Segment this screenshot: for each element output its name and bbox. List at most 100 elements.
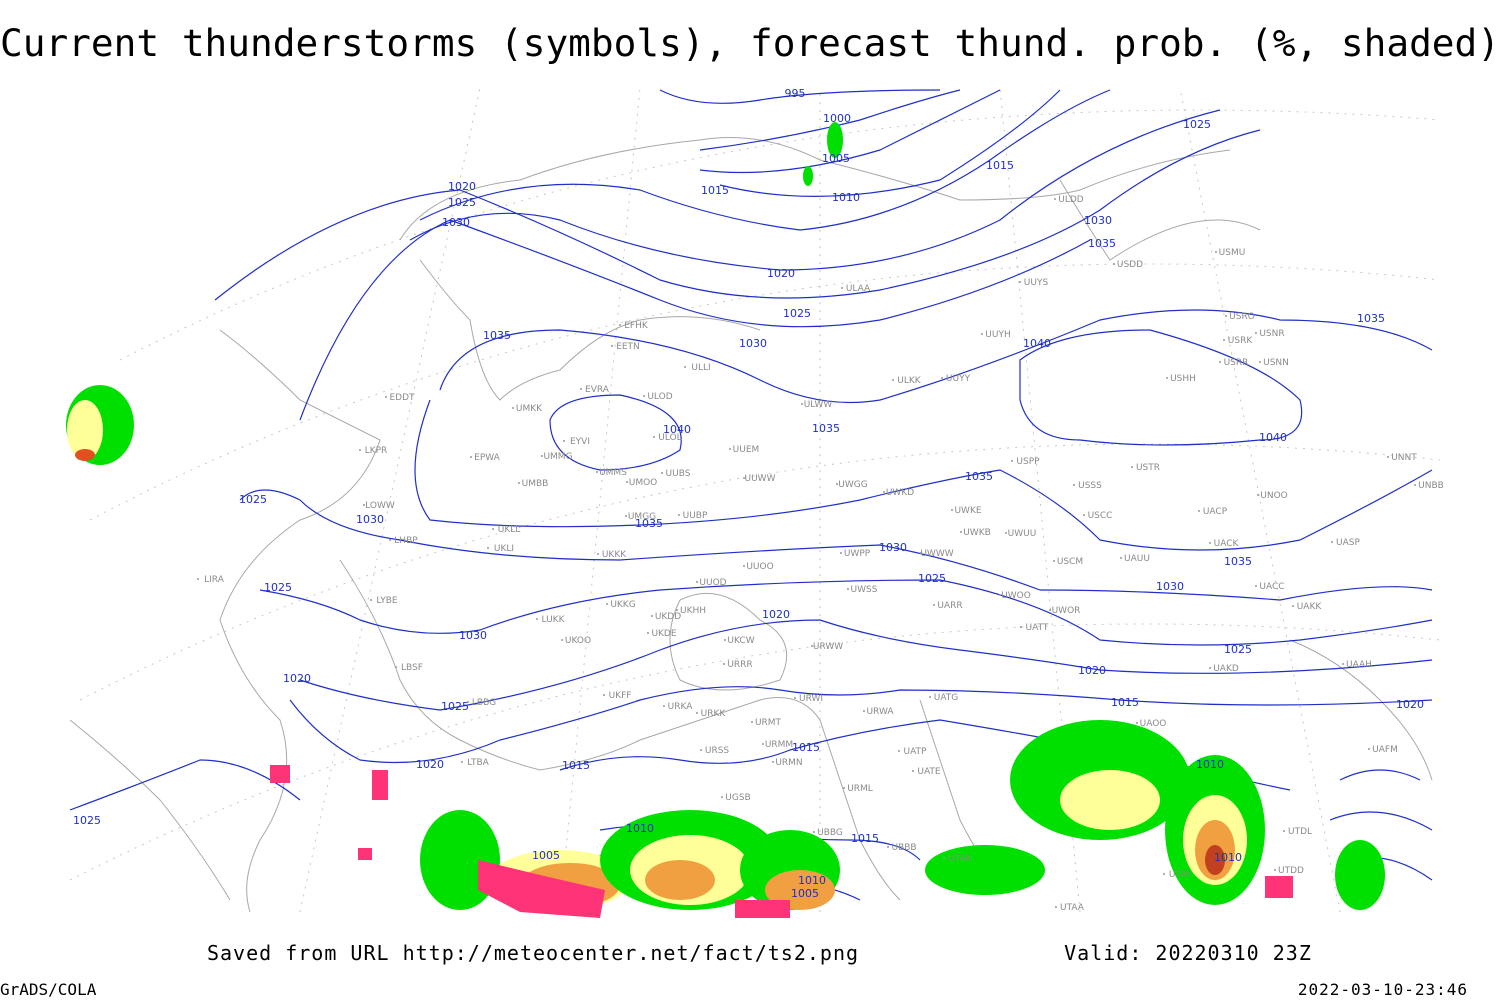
station-label: ULWW	[804, 400, 833, 410]
station-dot	[603, 694, 605, 696]
station-label: USHH	[1170, 374, 1196, 384]
station-label: URMN	[775, 758, 802, 768]
station-dot	[1049, 609, 1051, 611]
station-label: UKOO	[565, 636, 591, 646]
station-label: URWA	[866, 707, 894, 717]
station-label: UMKK	[516, 404, 543, 414]
station-label: UMMS	[599, 468, 627, 478]
isobar-label: 1030	[879, 541, 907, 554]
station-label: UWKE	[954, 506, 981, 516]
station-label: LIRA	[204, 575, 225, 585]
station-dot	[487, 547, 489, 549]
station-dot	[743, 477, 745, 479]
station-dot	[772, 761, 774, 763]
isobar-label: 1015	[986, 159, 1014, 172]
station-dot	[912, 770, 914, 772]
station-label: UARR	[937, 601, 962, 611]
station-dot	[794, 697, 796, 699]
station-label: UUOO	[746, 562, 773, 572]
station-label: UKDD	[655, 612, 681, 622]
isobar-label: 1015	[701, 184, 729, 197]
station-label: UWOR	[1052, 606, 1081, 616]
station-dot	[999, 594, 1001, 596]
station-label: UGSB	[725, 793, 750, 803]
station-label: USRK	[1228, 336, 1254, 346]
station-dot	[951, 509, 953, 511]
station-dot	[1274, 869, 1276, 871]
station-dot	[197, 578, 199, 580]
station-label: UKLL	[498, 525, 521, 535]
isobar-label: 1020	[448, 180, 476, 193]
station-label: UACK	[1214, 539, 1240, 549]
station-dot	[892, 379, 894, 381]
station-dot	[840, 552, 842, 554]
station-dot	[1005, 532, 1007, 534]
station-label: UUBS	[666, 469, 691, 479]
station-dot	[678, 514, 680, 516]
station-dot	[663, 705, 665, 707]
isobar-label: 1025	[448, 196, 476, 209]
station-dot	[883, 491, 885, 493]
isobar-label: 1030	[1084, 214, 1112, 227]
station-dot	[696, 712, 698, 714]
station-label: LTBA	[467, 758, 489, 768]
station-dot	[1368, 748, 1370, 750]
isobar-label: 1035	[965, 470, 993, 483]
isobar-label: 1030	[442, 216, 470, 229]
station-dot	[467, 701, 469, 703]
station-label: UMBB	[522, 479, 549, 489]
station-dot	[811, 645, 813, 647]
station-label: UMMG	[543, 452, 572, 462]
station-dot	[1215, 251, 1217, 253]
station-label: UKKK	[602, 550, 627, 560]
station-dot	[801, 403, 803, 405]
map-title: Current thunderstorms (symbols), forecas…	[0, 22, 1500, 65]
station-dot	[619, 324, 621, 326]
station-dot	[1387, 456, 1389, 458]
station-dot	[653, 436, 655, 438]
station-dot	[724, 639, 726, 641]
station-dot	[933, 604, 935, 606]
thunderstorm-symbols	[270, 765, 1293, 918]
station-dot	[512, 407, 514, 409]
isobar-label: 1025	[73, 814, 101, 827]
isobar-label: 1020	[283, 672, 311, 685]
station-label: LYBE	[376, 596, 397, 606]
isobar-label: 1025	[783, 307, 811, 320]
station-dot	[751, 721, 753, 723]
station-dot	[898, 750, 900, 752]
station-label: UTDL	[1288, 827, 1312, 837]
isobar-label: 1010	[626, 822, 654, 835]
station-dot	[920, 552, 922, 554]
station-label: USMU	[1219, 248, 1246, 258]
station-label: UTAK	[948, 854, 973, 864]
station-label: UUWW	[745, 474, 776, 484]
station-dot	[1113, 263, 1115, 265]
station-dot	[1055, 906, 1057, 908]
station-label: ULKK	[897, 376, 922, 386]
station-label: ULAA	[846, 284, 871, 294]
station-label: ULOD	[647, 392, 672, 402]
station-dot	[1131, 466, 1133, 468]
station-label: UTDD	[1278, 866, 1304, 876]
station-dot	[1209, 542, 1211, 544]
station-label: LBSF	[401, 663, 423, 673]
isobar-label: 1000	[823, 112, 851, 125]
station-label: UWGG	[838, 480, 867, 490]
station-label: UACP	[1203, 507, 1228, 517]
station-dot	[611, 345, 613, 347]
isobar-label: 1040	[1259, 431, 1287, 444]
station-label: UUBP	[683, 511, 708, 521]
station-dot	[647, 632, 649, 634]
station-dot	[943, 857, 945, 859]
station-label: LOWW	[365, 501, 395, 511]
station-label: UATE	[917, 767, 941, 777]
station-dot	[684, 366, 686, 368]
station-label: UWUU	[1008, 529, 1037, 539]
isobar-label: 1010	[832, 191, 860, 204]
isobar-label: 1025	[918, 572, 946, 585]
station-dot	[541, 455, 543, 457]
station-label: UKLI	[494, 544, 514, 554]
station-label: UTAA	[1060, 903, 1085, 913]
station-label: UWKD	[886, 488, 914, 498]
